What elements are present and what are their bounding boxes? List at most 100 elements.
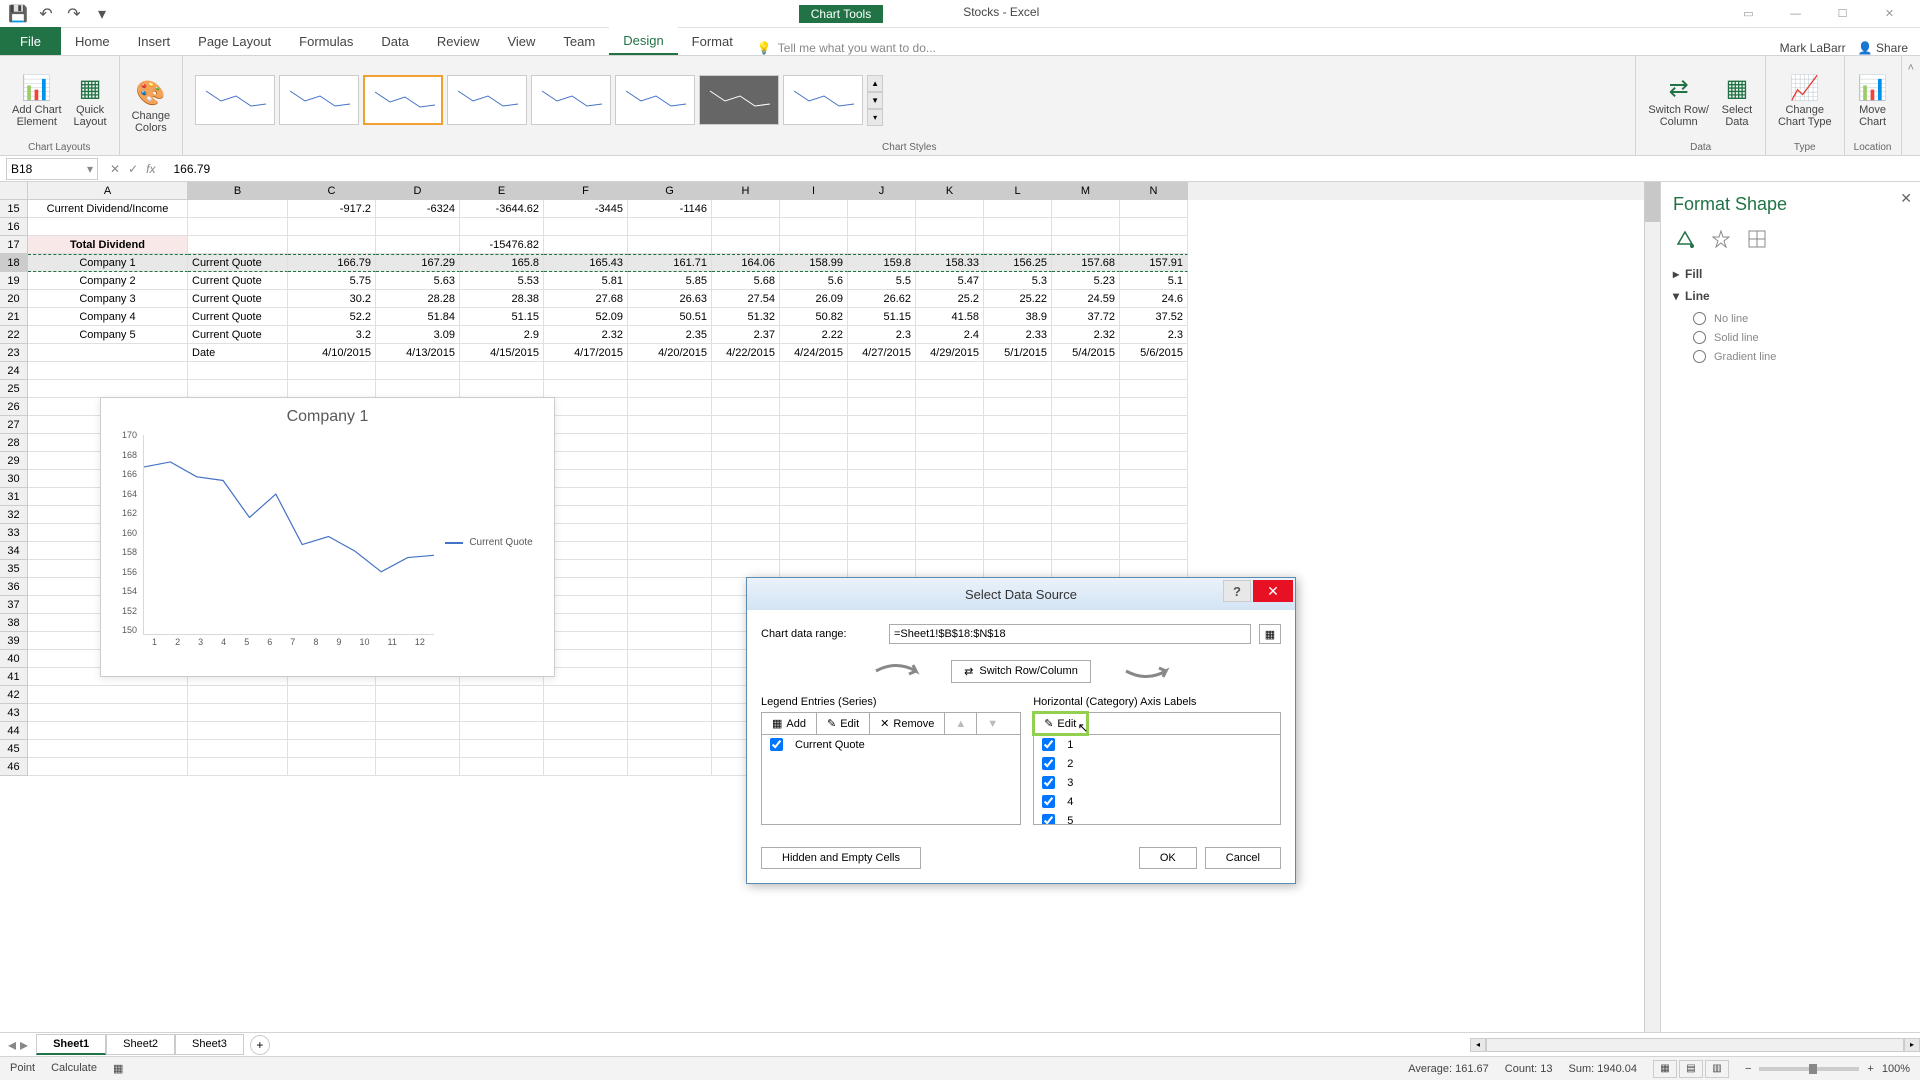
cell-G41[interactable] — [628, 668, 712, 686]
enter-formula-icon[interactable]: ✓ — [128, 162, 138, 176]
tab-nav-next-icon[interactable]: ▸ — [20, 1035, 28, 1055]
cell-H21[interactable]: 51.32 — [712, 308, 780, 326]
cell-H24[interactable] — [712, 362, 780, 380]
column-header-N[interactable]: N — [1120, 182, 1188, 200]
row-header-28[interactable]: 28 — [0, 434, 28, 452]
cell-F38[interactable] — [544, 614, 628, 632]
cell-C22[interactable]: 3.2 — [288, 326, 376, 344]
cell-A20[interactable]: Company 3 — [28, 290, 188, 308]
category-checkbox[interactable] — [1042, 814, 1055, 825]
cell-H22[interactable]: 2.37 — [712, 326, 780, 344]
cell-D15[interactable]: -6324 — [376, 200, 460, 218]
cell-F23[interactable]: 4/17/2015 — [544, 344, 628, 362]
row-header-21[interactable]: 21 — [0, 308, 28, 326]
cell-F26[interactable] — [544, 398, 628, 416]
cell-H35[interactable] — [712, 560, 780, 578]
cell-G18[interactable]: 161.71 — [628, 254, 712, 272]
cell-K30[interactable] — [916, 470, 984, 488]
cell-G34[interactable] — [628, 542, 712, 560]
cell-F16[interactable] — [544, 218, 628, 236]
cell-F24[interactable] — [544, 362, 628, 380]
row-header-39[interactable]: 39 — [0, 632, 28, 650]
quick-layout-button[interactable]: ▦ Quick Layout — [70, 70, 111, 130]
range-selector-button[interactable]: ▦ — [1259, 624, 1281, 644]
cell-J27[interactable] — [848, 416, 916, 434]
cell-B20[interactable]: Current Quote — [188, 290, 288, 308]
cell-M25[interactable] — [1052, 380, 1120, 398]
cell-M24[interactable] — [1052, 362, 1120, 380]
chart-style-2[interactable] — [279, 75, 359, 125]
cell-C21[interactable]: 52.2 — [288, 308, 376, 326]
column-header-E[interactable]: E — [460, 182, 544, 200]
cell-J21[interactable]: 51.15 — [848, 308, 916, 326]
cell-M30[interactable] — [1052, 470, 1120, 488]
cell-A45[interactable] — [28, 740, 188, 758]
cell-H16[interactable] — [712, 218, 780, 236]
column-header-L[interactable]: L — [984, 182, 1052, 200]
cell-C43[interactable] — [288, 704, 376, 722]
cell-I30[interactable] — [780, 470, 848, 488]
cell-N29[interactable] — [1120, 452, 1188, 470]
cell-F19[interactable]: 5.81 — [544, 272, 628, 290]
cell-M28[interactable] — [1052, 434, 1120, 452]
cell-G42[interactable] — [628, 686, 712, 704]
cell-E24[interactable] — [460, 362, 544, 380]
cell-B43[interactable] — [188, 704, 288, 722]
cell-M20[interactable]: 24.59 — [1052, 290, 1120, 308]
cell-L19[interactable]: 5.3 — [984, 272, 1052, 290]
cancel-formula-icon[interactable]: ✕ — [110, 162, 120, 176]
cell-M27[interactable] — [1052, 416, 1120, 434]
cell-C20[interactable]: 30.2 — [288, 290, 376, 308]
cell-J24[interactable] — [848, 362, 916, 380]
cell-N20[interactable]: 24.6 — [1120, 290, 1188, 308]
column-header-F[interactable]: F — [544, 182, 628, 200]
horizontal-scrollbar[interactable]: ◂ ▸ — [1470, 1038, 1920, 1052]
cell-L33[interactable] — [984, 524, 1052, 542]
chart-style-3[interactable] — [363, 75, 443, 125]
cell-N30[interactable] — [1120, 470, 1188, 488]
row-header-43[interactable]: 43 — [0, 704, 28, 722]
tab-review[interactable]: Review — [423, 27, 494, 55]
cell-J16[interactable] — [848, 218, 916, 236]
tell-me-search[interactable]: 💡 Tell me what you want to do... — [757, 41, 936, 55]
series-checkbox[interactable] — [770, 738, 783, 751]
cell-K15[interactable] — [916, 200, 984, 218]
cell-N26[interactable] — [1120, 398, 1188, 416]
cell-D46[interactable] — [376, 758, 460, 776]
user-name[interactable]: Mark LaBarr — [1780, 41, 1846, 55]
cell-I32[interactable] — [780, 506, 848, 524]
cell-J19[interactable]: 5.5 — [848, 272, 916, 290]
cell-K20[interactable]: 25.2 — [916, 290, 984, 308]
cell-N17[interactable] — [1120, 236, 1188, 254]
cell-B23[interactable]: Date — [188, 344, 288, 362]
cell-F28[interactable] — [544, 434, 628, 452]
cell-F33[interactable] — [544, 524, 628, 542]
move-up-button[interactable]: ▲ — [945, 713, 977, 734]
category-item[interactable]: 3 — [1034, 773, 1280, 792]
gradient-line-radio[interactable]: Gradient line — [1693, 347, 1908, 366]
cell-G15[interactable]: -1146 — [628, 200, 712, 218]
cell-L31[interactable] — [984, 488, 1052, 506]
cell-J26[interactable] — [848, 398, 916, 416]
cell-J31[interactable] — [848, 488, 916, 506]
row-header-41[interactable]: 41 — [0, 668, 28, 686]
cell-N28[interactable] — [1120, 434, 1188, 452]
column-header-M[interactable]: M — [1052, 182, 1120, 200]
share-button[interactable]: 👤 Share — [1858, 41, 1908, 55]
row-header-35[interactable]: 35 — [0, 560, 28, 578]
cell-D17[interactable] — [376, 236, 460, 254]
cell-G26[interactable] — [628, 398, 712, 416]
cell-N16[interactable] — [1120, 218, 1188, 236]
cell-H27[interactable] — [712, 416, 780, 434]
zoom-level[interactable]: 100% — [1882, 1063, 1910, 1075]
row-header-24[interactable]: 24 — [0, 362, 28, 380]
cell-C19[interactable]: 5.75 — [288, 272, 376, 290]
formula-input[interactable] — [167, 162, 1920, 176]
cell-C18[interactable]: 166.79 — [288, 254, 376, 272]
tab-design[interactable]: Design — [609, 27, 677, 55]
cell-J15[interactable] — [848, 200, 916, 218]
dialog-close-button[interactable]: ✕ — [1253, 580, 1293, 602]
cell-A23[interactable] — [28, 344, 188, 362]
row-header-31[interactable]: 31 — [0, 488, 28, 506]
cell-M29[interactable] — [1052, 452, 1120, 470]
